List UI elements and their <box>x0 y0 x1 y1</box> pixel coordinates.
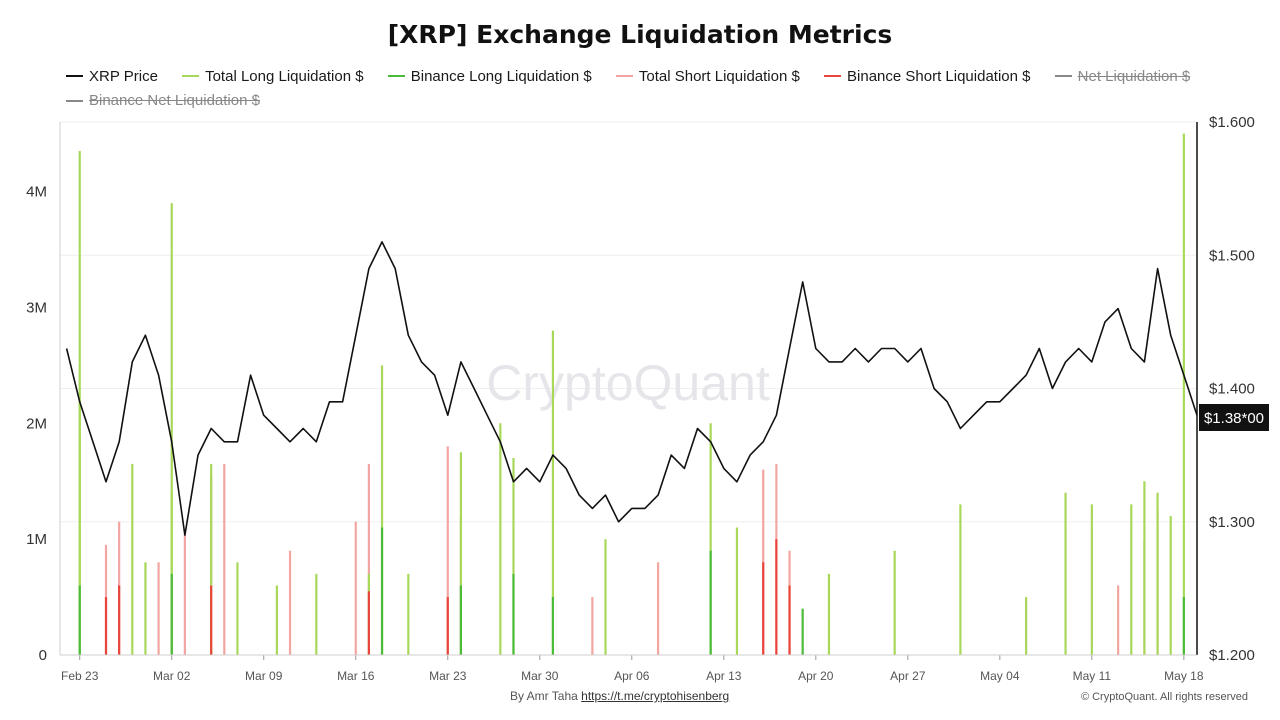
y-left-tick-label: 2M <box>26 415 47 432</box>
footer-by-text: By Amr Taha <box>510 689 578 703</box>
legend-label: Total Long Liquidation $ <box>205 67 364 85</box>
legend-swatch <box>182 75 200 77</box>
x-tick-label: Apr 06 <box>614 669 650 683</box>
legend: XRP Price Total Long Liquidation $ Binan… <box>66 62 1246 111</box>
price-badge-group: $1.38*00 <box>1199 404 1269 431</box>
legend-label: Total Short Liquidation $ <box>638 67 800 85</box>
legend-swatch <box>66 75 83 77</box>
y-right-tick-label: $1.200 <box>1209 647 1255 664</box>
x-tick-label: Mar 02 <box>153 669 191 683</box>
legend-item-net-liquidation[interactable]: Net Liquidation $ <box>1054 66 1191 87</box>
x-tick-label: Mar 30 <box>521 669 559 683</box>
footer-author: By Amr Taha https://t.me/cryptohisenberg <box>510 689 729 703</box>
legend-swatch <box>615 75 633 77</box>
x-tick-label: May 04 <box>980 669 1020 683</box>
legend-item-binance-short[interactable]: Binance Short Liquidation $ <box>824 66 1030 87</box>
x-tick-label: May 18 <box>1164 669 1204 683</box>
watermark: CryptoQuant <box>486 355 770 411</box>
x-tick-label: Mar 16 <box>337 669 375 683</box>
legend-label: Binance Short Liquidation $ <box>847 67 1031 85</box>
liquidation-spikes <box>78 133 1185 655</box>
price-line <box>65 241 1198 536</box>
legend-item-binance-net-liquidation[interactable]: Binance Net Liquidation $ <box>66 90 260 111</box>
x-tick-label: Apr 27 <box>890 669 926 683</box>
legend-label: Net Liquidation $ <box>1077 67 1191 85</box>
y-left-tick-label: 0 <box>39 647 47 664</box>
price-badge: $1.38*00 <box>1204 410 1264 427</box>
y-left-tick-label: 4M <box>26 184 47 201</box>
y-right-tick-label: $1.300 <box>1209 514 1255 531</box>
legend-item-xrp-price[interactable]: XRP Price <box>66 66 158 87</box>
x-tick-label: Mar 09 <box>245 669 283 683</box>
price-line-group <box>65 241 1198 536</box>
y-right-tick-label: $1.500 <box>1209 247 1255 264</box>
legend-label: Binance Long Liquidation $ <box>410 67 592 85</box>
y-left-tick-label: 1M <box>26 531 47 548</box>
x-tick-label: Apr 13 <box>706 669 742 683</box>
y-right-tick-label: $1.400 <box>1209 381 1255 398</box>
x-tick-label: Mar 23 <box>429 669 467 683</box>
axes: $1.200 $1.300 $1.400 $1.500 $1.600 0 1M 2M 3M 4M F… <box>26 114 1255 683</box>
legend-swatch <box>824 75 842 77</box>
legend-label: XRP Price <box>89 67 158 85</box>
legend-label: Binance Net Liquidation $ <box>89 92 260 109</box>
legend-swatch <box>1054 75 1072 77</box>
legend-swatch <box>387 75 405 77</box>
x-tick-label: Feb 23 <box>61 669 99 683</box>
y-right-tick-label: $1.600 <box>1209 114 1255 131</box>
footer-link[interactable]: https://t.me/cryptohisenberg <box>581 689 730 703</box>
x-tick-label: Apr 20 <box>798 669 834 683</box>
legend-item-total-long[interactable]: Total Long Liquidation $ <box>182 66 364 87</box>
chart-title: [XRP] Exchange Liquidation Metrics <box>387 20 893 49</box>
legend-item-total-short[interactable]: Total Short Liquidation $ <box>615 66 800 87</box>
legend-item-binance-long[interactable]: Binance Long Liquidation $ <box>387 66 592 87</box>
footer-copyright: © CryptoQuant. All rights reserved <box>1080 691 1248 703</box>
legend-swatch <box>66 99 83 102</box>
x-tick-label: May 11 <box>1073 669 1112 683</box>
y-left-tick-label: 3M <box>26 299 47 316</box>
price-badge-bg <box>1199 404 1269 431</box>
